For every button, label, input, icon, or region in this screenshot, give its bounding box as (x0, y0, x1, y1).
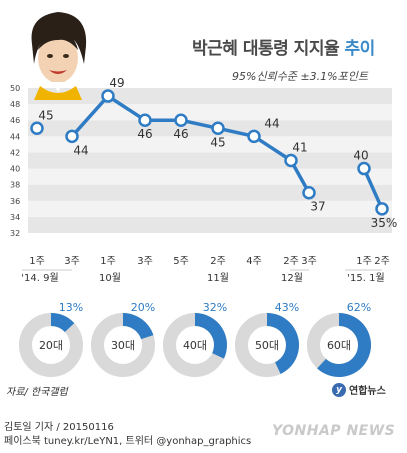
grid-band (28, 88, 392, 105)
data-label: 44 (264, 116, 279, 130)
donut-value-label: 13% (59, 301, 83, 314)
data-label: 45 (38, 108, 53, 122)
source-note: 자료/ 한국갤럽 (6, 387, 68, 398)
donut-center-label: 20대 (39, 339, 63, 352)
donut-value-label: 62% (347, 301, 371, 314)
y-tick-label: 40 (10, 165, 20, 174)
y-tick-label: 38 (10, 181, 20, 190)
x-tick-label: 5주 (173, 256, 189, 267)
month-label: '14. 9월 (21, 272, 58, 284)
data-point (101, 89, 115, 103)
y-tick-label: 48 (10, 100, 20, 109)
x-tick-label: 2주 (374, 256, 390, 267)
donut-slice (267, 313, 299, 374)
grid-band (28, 168, 392, 185)
grid-band (28, 200, 392, 217)
donut-value-label: 43% (275, 301, 299, 314)
yonhap-logo-text: 연합뉴스 (349, 386, 386, 397)
y-tick-label: 46 (10, 116, 20, 125)
month-label: 11월 (207, 272, 229, 284)
x-tick-label: 1주 (100, 256, 116, 267)
data-point (174, 113, 188, 127)
data-label: 35% (371, 216, 398, 230)
data-point (65, 129, 79, 144)
donut-slice (51, 313, 75, 332)
data-point (138, 113, 152, 127)
data-point (30, 121, 44, 136)
footer-author: 김토일 기자 / 20150116 (4, 422, 114, 433)
x-tick-label: 1주 (356, 256, 372, 267)
data-label: 37 (310, 200, 325, 214)
data-label: 40 (353, 149, 368, 163)
grid-band (28, 104, 392, 121)
y-tick-label: 32 (10, 229, 20, 238)
donut-value-label: 32% (203, 301, 227, 314)
grid-band (28, 152, 392, 169)
x-tick-label: 3주 (137, 256, 153, 267)
grid-band (28, 136, 392, 153)
footer-credits: 김토일 기자 / 20150116 페이스북 tuney.kr/LeYN1, 트… (4, 421, 251, 449)
data-point (357, 161, 371, 176)
donut-center-label: 30대 (111, 339, 135, 352)
donut-slice (123, 313, 154, 340)
data-label: 46 (137, 127, 152, 141)
month-label: 12월 (281, 272, 303, 284)
grid-band (28, 216, 392, 233)
avatar-illustration (31, 12, 87, 100)
y-tick-label: 50 (10, 84, 20, 93)
x-tick-label: 4주 (246, 256, 262, 267)
grid-band (28, 184, 392, 201)
x-tick-label: 3주 (301, 256, 317, 267)
x-tick-label: 1주 (29, 256, 45, 267)
data-label: 45 (210, 135, 225, 149)
donut-slice (195, 313, 228, 359)
donut-center-label: 40대 (183, 339, 207, 352)
donut-center-label: 50대 (255, 339, 279, 352)
donut-center-label: 60대 (327, 339, 351, 352)
watermark: YONHAP NEWS (272, 423, 396, 439)
data-label: 44 (73, 143, 88, 157)
y-tick-label: 42 (10, 148, 20, 157)
data-point (302, 185, 316, 200)
chart-title: 박근혜 대통령 지지율 추이 (192, 39, 375, 59)
yonhap-logo: y 연합뉴스 (332, 382, 386, 397)
y-tick-label: 44 (10, 132, 20, 141)
donut-slice (317, 313, 371, 377)
month-label: 10월 (99, 272, 121, 284)
series-line (70, 94, 311, 194)
data-label: 49 (109, 76, 124, 90)
data-label: 41 (292, 141, 307, 155)
x-tick-label: 2주 (283, 256, 299, 267)
y-tick-label: 36 (10, 197, 20, 206)
data-point (284, 153, 298, 168)
chart-subtitle: 95%신뢰수준 ±3.1%포인트 (232, 70, 368, 83)
donut-value-label: 20% (131, 301, 155, 314)
month-label: '15. 1월 (347, 272, 384, 284)
footer-social: 페이스북 tuney.kr/LeYN1, 트위터 @yonhap_graphic… (4, 436, 252, 447)
x-tick-label: 3주 (64, 256, 80, 267)
y-tick-label: 34 (10, 213, 20, 222)
data-label: 46 (173, 127, 188, 141)
series-line (362, 167, 384, 210)
yonhap-logo-icon: y (332, 382, 346, 397)
data-point (247, 129, 261, 144)
data-point (375, 202, 389, 216)
data-point (211, 121, 225, 136)
x-tick-label: 2주 (210, 256, 226, 267)
